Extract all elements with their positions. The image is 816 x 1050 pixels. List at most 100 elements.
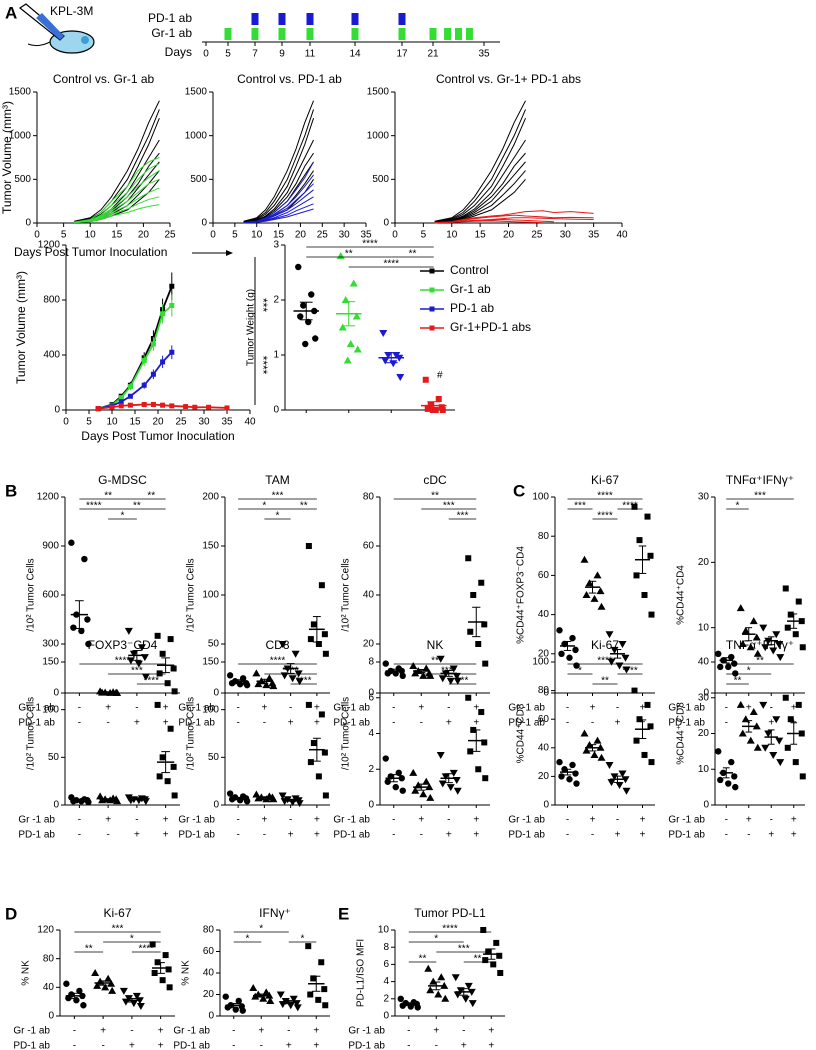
y-tick-label: 100	[532, 657, 549, 668]
treatment-label: PD-1 ab	[178, 718, 215, 729]
x-tick-label: 25	[175, 417, 187, 428]
point	[414, 1004, 421, 1011]
point	[441, 994, 450, 1002]
point	[607, 658, 616, 666]
point	[379, 330, 388, 337]
y-axis-label: /10² Tumor Cells	[341, 558, 352, 631]
point	[422, 376, 429, 383]
treatment-label: Gr -1 ab	[333, 815, 370, 826]
point	[728, 653, 735, 661]
panel-letter: E	[338, 904, 349, 923]
y-tick-label: 40	[698, 657, 710, 668]
treatment-sign: +	[791, 703, 797, 714]
chart-title: Control vs. Gr-1 ab	[53, 72, 155, 86]
y-tick-label: 200	[202, 492, 219, 503]
point	[633, 572, 640, 579]
point	[302, 340, 309, 348]
dose-bar	[398, 13, 406, 25]
y-tick-label: 0	[543, 688, 549, 699]
x-tick-label: 14	[349, 49, 361, 60]
point	[465, 694, 472, 701]
treatment-sign: +	[314, 815, 320, 826]
point	[399, 672, 406, 680]
series-line	[74, 157, 160, 223]
significance-label: **	[300, 501, 308, 512]
point	[795, 701, 802, 708]
series-line	[97, 285, 173, 410]
point	[85, 640, 92, 648]
point	[136, 1002, 145, 1010]
treatment-sign: -	[725, 830, 728, 841]
treatment-sign: -	[106, 718, 109, 729]
series-line	[74, 100, 160, 222]
y-axis-label: Tumor Volume (mm³)	[14, 271, 28, 384]
x-tick-label: 10	[106, 417, 118, 428]
point	[289, 995, 298, 1003]
point	[109, 404, 115, 410]
y-axis-label: %CD44⁺CD4	[676, 565, 687, 625]
point	[610, 773, 619, 781]
significance-label: **	[85, 944, 93, 955]
point	[104, 974, 113, 982]
y-tick-label: 40	[203, 968, 215, 979]
legend-label: Gr-1+PD-1 abs	[450, 320, 531, 334]
y-tick-label: 0	[54, 405, 60, 416]
point	[468, 1000, 477, 1008]
point	[232, 1006, 239, 1013]
significance-label: ****	[270, 656, 286, 667]
x-tick-label: 0	[34, 230, 40, 241]
chart-title: TNFα⁺IFNγ⁺	[726, 638, 794, 652]
x-tick-label: 40	[616, 230, 628, 241]
point	[266, 996, 275, 1004]
series-line	[434, 100, 526, 222]
point	[478, 709, 485, 716]
treatment-sign: +	[768, 718, 774, 729]
x-tick-label: 21	[427, 49, 439, 60]
treatment-sign: -	[566, 703, 569, 714]
point	[353, 345, 362, 353]
legend-label: PD-1 ab	[450, 301, 494, 315]
treatment-sign: +	[163, 718, 169, 729]
treatment-sign: -	[725, 815, 728, 826]
significance-label: ***	[458, 944, 470, 955]
treatment-sign: -	[392, 830, 395, 841]
y-tick-label: 60	[203, 946, 215, 957]
significance-label: *	[121, 511, 125, 522]
series-line	[434, 170, 526, 224]
point	[169, 349, 175, 355]
point	[150, 371, 156, 377]
point	[621, 654, 630, 662]
point	[259, 994, 268, 1002]
y-tick-label: 0	[25, 218, 31, 229]
treatment-sign: +	[640, 830, 646, 841]
point	[622, 787, 631, 795]
panel-letter: D	[5, 904, 17, 923]
y-tick-label: 80	[203, 925, 215, 936]
point	[297, 313, 304, 320]
point	[305, 318, 312, 326]
y-tick-label: 80	[43, 953, 55, 964]
point	[384, 670, 391, 677]
point	[409, 768, 418, 776]
y-tick-label: 400	[43, 350, 60, 361]
y-tick-label: 10	[698, 622, 710, 633]
point	[605, 631, 614, 639]
point	[170, 665, 177, 672]
point	[426, 986, 435, 994]
y-tick-label: 1200	[38, 240, 61, 251]
point	[615, 781, 624, 789]
treatment-sign: +	[313, 1026, 319, 1037]
dose-bar	[251, 28, 259, 40]
point	[761, 744, 770, 752]
x-tick-label: 5	[421, 230, 427, 241]
y-tick-label: 2	[383, 993, 389, 1004]
point	[95, 406, 101, 412]
point	[159, 754, 166, 761]
y-tick-label: 1000	[185, 130, 208, 141]
treatment-sign: -	[135, 815, 138, 826]
x-tick-label: 7	[252, 49, 258, 60]
point	[154, 632, 161, 639]
point	[749, 617, 758, 625]
point	[580, 729, 589, 737]
point	[127, 402, 133, 408]
